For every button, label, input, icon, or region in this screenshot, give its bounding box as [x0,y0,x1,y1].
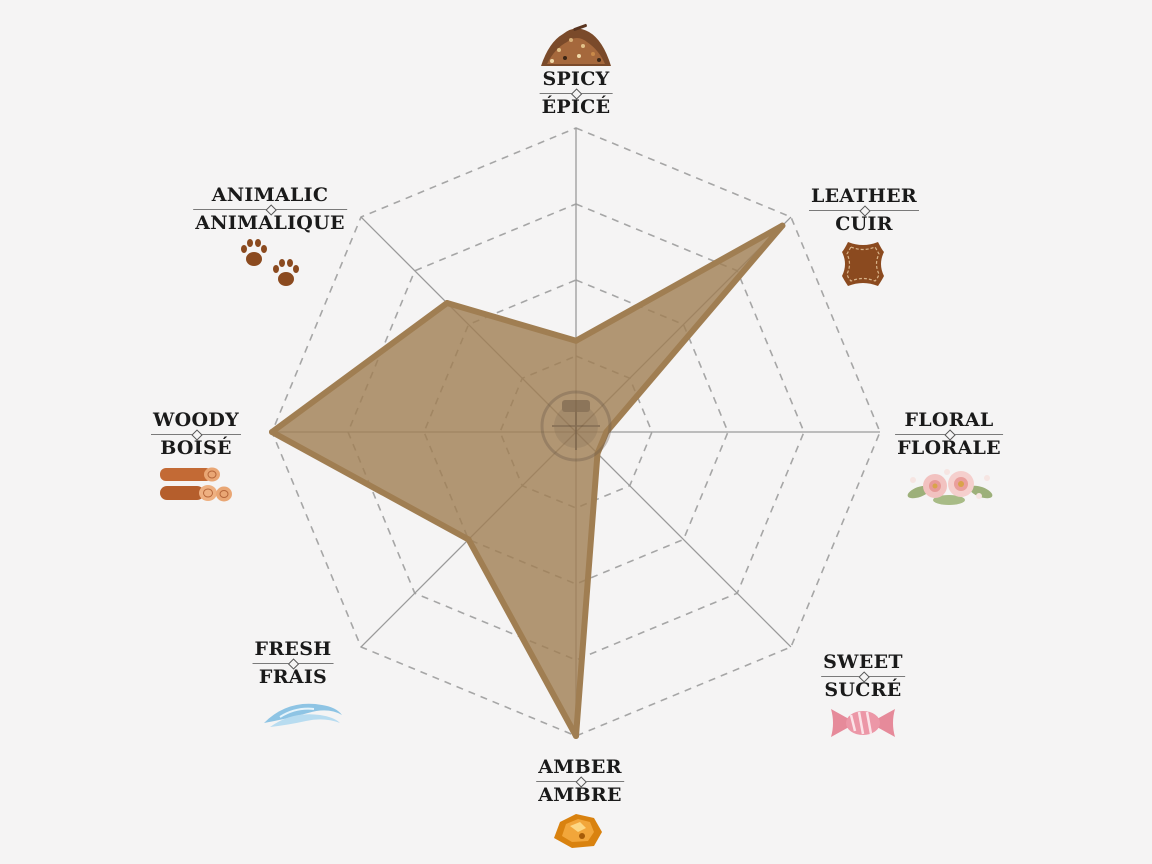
label-divider [539,93,613,94]
axis-label-fr: FLORALE [897,437,1001,459]
axis-label-sweet: SWEET SUCRÉ [821,650,905,703]
leather-hide-icon [842,242,884,286]
axis-label-en: SPICY [542,68,610,90]
axis-label-en: FRESH [254,638,332,660]
axis-label-animalic: ANIMALIC ANIMALIQUE [193,183,347,236]
spice-pile-icon [541,23,611,67]
label-divider [151,434,241,435]
amber-stone-icon [554,814,602,848]
axis-label-fr: ANIMALIQUE [195,212,345,234]
axis-label-fr: BOISÉ [160,437,232,459]
axis-label-en: AMBER [538,756,622,778]
data-point [444,300,451,307]
watermark-emblem [540,390,612,462]
data-point [603,429,610,435]
data-point [465,536,472,543]
grid-ring [347,203,805,661]
label-divider [193,209,347,210]
data-point [573,337,579,344]
axis-label-en: ANIMALIC [211,184,329,206]
data-area [269,222,786,739]
axis-label-fr: CUIR [835,213,893,235]
label-divider [808,210,920,211]
wood-logs-icon [160,467,232,502]
axis-label-spicy: SPICY ÉPICÉ [539,67,613,120]
label-divider [895,434,1003,435]
data-point [573,733,579,739]
label-divider [536,781,624,782]
label-divider [252,663,334,664]
axis-label-fr: AMBRE [538,784,622,806]
axis-label-fr: SUCRÉ [824,679,902,701]
axis-label-floral: FLORAL FLORALE [895,408,1003,461]
data-point [269,429,275,435]
axis-label-woody: WOODY BOISÉ [151,408,241,461]
grid-ring [271,127,881,737]
axis-label-fr: FRAIS [258,666,328,688]
axis-label-en: LEATHER [810,185,918,207]
data-point [594,450,601,457]
axis-label-en: WOODY [153,409,239,431]
flower-bouquet-icon [907,469,993,505]
candy-icon [831,709,895,737]
axis-label-fresh: FRESH FRAIS [252,637,334,690]
axis-line [575,431,792,648]
axis-label-en: SWEET [823,651,903,673]
wind-wave-icon [264,703,342,727]
axis-label-amber: AMBER AMBRE [536,755,624,808]
axis-label-fr: ÉPICÉ [541,96,611,118]
data-point [779,222,786,229]
paw-prints-icon [241,239,299,286]
axis-label-en: FLORAL [904,409,994,431]
label-divider [821,676,905,677]
axis-label-leather: LEATHER CUIR [808,184,920,237]
